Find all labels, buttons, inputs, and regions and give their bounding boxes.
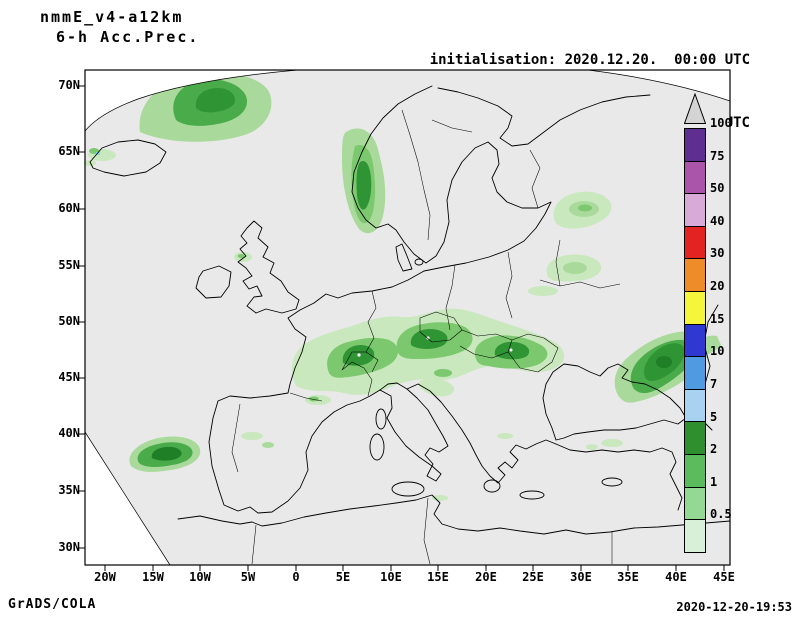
lat-tick-label: 45N [58,370,80,384]
colorbar-segment [685,194,705,227]
lat-tick-label: 35N [58,483,80,497]
lon-tick-label: 40E [665,570,687,584]
lat-tick-label: 70N [58,78,80,92]
axes-frame [79,69,731,571]
colorbar-segment [685,259,705,292]
lon-tick-label: 45E [713,570,735,584]
precipitation-shading [84,72,721,501]
lat-tick-label: 50N [58,314,80,328]
colorbar-level-label: 5 [710,410,718,424]
colorbar-level-label: 30 [710,246,725,260]
colorbar [683,92,707,553]
colorbar-level-label: 40 [710,214,725,228]
colorbar-segment [685,161,705,195]
colorbar-level-label: 15 [710,312,725,326]
country-borders [231,109,621,565]
lat-tick-label: 65N [58,144,80,158]
lon-tick-label: 30E [570,570,592,584]
product-name: 6-h Acc.Prec. [56,28,200,46]
colorbar-arrow-icon [683,92,707,124]
colorbar-segment [685,487,705,521]
colorbar-level-label: 20 [710,279,725,293]
grads-signature: GrADS/COLA [8,597,97,612]
colorbar-level-label: 1 [710,475,718,489]
colorbar-segment [685,324,705,358]
colorbar-segment [685,520,705,552]
colorbar-level-label: 75 [710,149,725,163]
lon-tick-label: 5W [240,570,256,584]
colorbar-level-label: 50 [710,181,725,195]
colorbar-segment [685,389,705,423]
model-name: nmmE_v4-a12km [40,8,184,26]
lon-tick-label: 35E [617,570,639,584]
colorbar-segment [685,454,705,488]
colorbar-level-label: 7 [710,377,718,391]
initialisation-label: initialisation: 2020.12.20. 00:00 UTC [429,52,750,68]
lon-tick-label: 0 [292,570,300,584]
colorbar-segment [685,291,705,325]
colorbar-level-label: 2 [710,442,718,456]
colorbar-level-label: 100 [710,116,732,130]
lon-tick-label: 15W [142,570,164,584]
lon-tick-label: 10E [380,570,402,584]
colorbar-segment [685,357,705,390]
lat-tick-label: 60N [58,201,80,215]
projection-masks [84,69,731,566]
lon-tick-label: 20W [94,570,116,584]
colorbar-segment [685,129,705,162]
lon-tick-label: 5E [335,570,351,584]
lat-tick-label: 40N [58,426,80,440]
colorbar-scale [684,128,706,553]
creation-timestamp: 2020-12-20-19:53 [676,600,792,614]
lat-tick-label: 30N [58,540,80,554]
lon-tick-label: 20E [475,570,497,584]
coastlines [89,85,731,535]
lon-tick-label: 15E [427,570,449,584]
lon-tick-label: 10W [189,570,211,584]
colorbar-level-label: 10 [710,344,725,358]
colorbar-segment [685,422,705,455]
lon-tick-label: 25E [522,570,544,584]
colorbar-level-label: 0.5 [710,507,732,521]
lat-tick-label: 55N [58,258,80,272]
colorbar-segment [685,226,705,260]
